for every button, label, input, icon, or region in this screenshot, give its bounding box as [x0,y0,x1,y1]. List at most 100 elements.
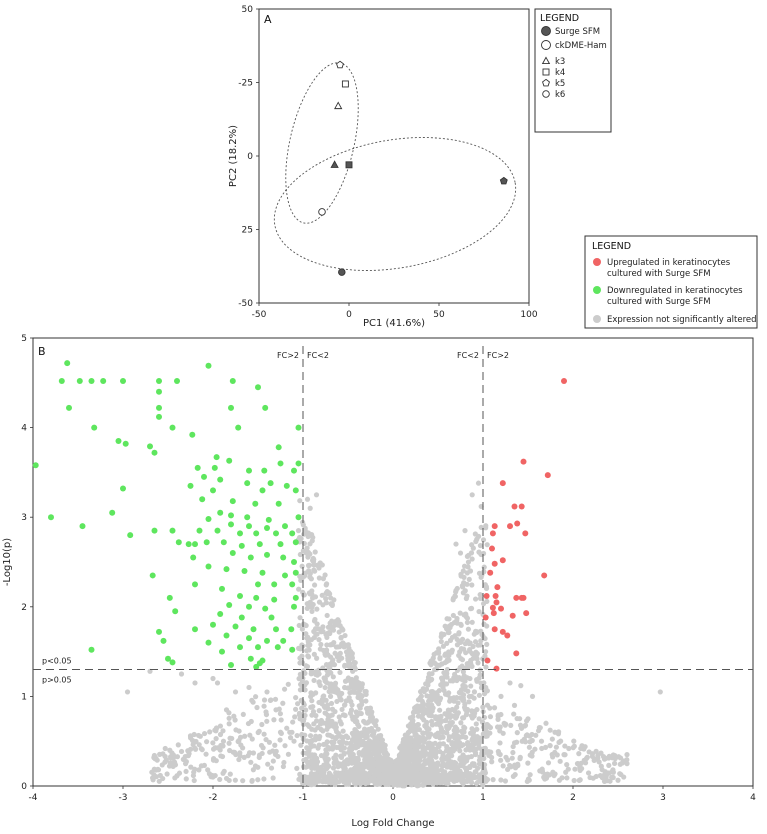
volcano-point-ns [443,756,450,762]
volcano-point-ns [485,723,492,729]
volcano-point-ns [316,742,322,748]
volcano-point-down [79,523,86,530]
volcano-point-ns [326,723,332,730]
volcano-point-ns [469,556,475,562]
volcano-point-down [205,639,212,646]
volcano-point-ns [609,768,615,775]
volcano-point-down [194,464,201,471]
volcano-point-ns [340,734,346,741]
volcano-point-ns [552,729,558,735]
volcano-point-down [88,646,95,653]
volcano-point-ns [401,760,408,766]
volcano-point-ns [416,782,422,788]
volcano-point-down [275,500,282,507]
volcano-point-ns [332,689,338,695]
volcano-point-ns [465,744,472,750]
volcano-point-down [192,541,198,548]
volcano-point-ns [463,650,469,656]
volcano-point-ns [191,777,197,784]
volcano-point-ns [201,762,207,768]
volcano-point-ns [318,628,325,634]
volcano-point-down [273,530,279,537]
volcano-point-ns [226,777,232,784]
volcano-point-ns [349,702,355,708]
volcano-point-ns [359,741,366,748]
volcano-point-down [76,378,83,385]
volcano-point-ns [571,777,577,784]
volcano-point-ns [191,731,197,738]
volcano-point-ns [549,751,555,758]
volcano-point-ns [220,738,227,744]
volcano-point-ns [561,752,567,758]
volcano-y-tick-label: 3 [21,513,27,523]
volcano-point-down [252,500,259,507]
volcano-point-ns [313,690,319,696]
volcano-point-up [491,523,498,530]
volcano-point-ns [353,761,359,767]
volcano-point-down [156,404,162,411]
legend-swatch-ns [593,315,601,323]
volcano-point-ns [481,724,487,730]
volcano-point-ns [366,772,372,778]
volcano-point-down [237,530,243,537]
volcano-point-ns [271,717,277,723]
volcano-point-ns [536,724,542,731]
volcano-point-down [246,635,252,642]
volcano-point-ns [323,779,329,785]
volcano-point-ns [301,764,307,770]
volcano-point-ns [529,737,535,744]
volcano-point-ns [509,755,515,761]
volcano-point-ns [468,730,474,736]
volcano-point-ns [305,780,311,786]
volcano-point-ns [356,691,362,697]
volcano-point-ns [218,742,224,749]
volcano-point-ns [162,759,168,765]
volcano-point-down [241,567,248,574]
volcano-point-up [522,530,529,537]
volcano-point-down [32,462,39,469]
volcano-point-ns [484,641,490,647]
volcano-point-down [169,424,176,431]
volcano-point-down [217,476,224,483]
volcano-point-ns [238,742,244,748]
volcano-point-ns [424,771,430,777]
volcano-point-ns [399,750,405,756]
volcano-point-ns [237,750,243,756]
volcano-point-down [282,572,288,579]
volcano-point-ns [438,675,445,681]
volcano-point-ns [330,684,337,690]
volcano-point-down [165,655,171,662]
volcano-point-ns [454,677,460,684]
volcano-point-ns [299,653,305,659]
volcano-point-ns [192,680,198,686]
volcano-point-ns [542,744,549,751]
volcano-point-ns [441,670,447,676]
volcano-point-down [190,554,197,561]
volcano-point-down [244,514,251,521]
volcano-point-ns [277,737,283,743]
volcano-point-ns [598,763,604,769]
volcano-point-ns [302,682,308,688]
volcano-point-ns [192,746,199,752]
volcano-point-ns [305,549,312,556]
volcano-point-down [292,594,299,601]
volcano-point-ns [410,768,416,774]
volcano-point-ns [323,647,330,653]
volcano-point-ns [514,730,520,736]
volcano-point-ns [554,752,560,758]
volcano-point-up [489,545,495,552]
volcano-point-ns [346,695,352,701]
volcano-plot-frame [32,337,754,787]
volcano-point-ns [477,737,483,743]
volcano-point-ns [363,698,369,704]
volcano-point-ns [273,707,279,713]
volcano-point-ns [347,753,353,759]
volcano-point-ns [249,777,255,784]
volcano-point-ns [311,556,317,563]
volcano-point-ns [328,654,334,660]
volcano-point-ns [446,652,452,659]
volcano-point-ns [231,749,238,755]
volcano-point-ns [323,632,329,638]
volcano-point-ns [428,658,434,664]
volcano-point-ns [178,748,185,755]
